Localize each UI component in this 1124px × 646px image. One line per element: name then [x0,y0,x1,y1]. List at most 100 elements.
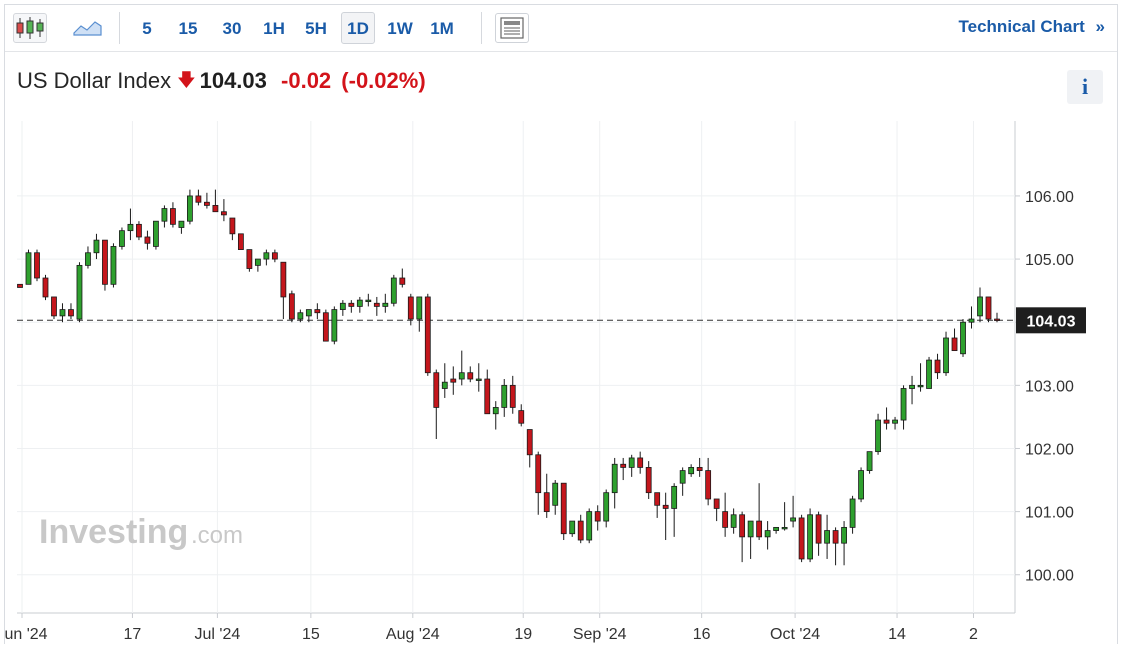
candle-body [271,252,278,260]
info-button[interactable]: i [1067,70,1103,104]
interval-1w[interactable]: 1W [387,19,413,38]
candle-body [492,407,499,415]
candle-body [220,211,227,216]
candle-body [739,514,746,538]
candle-body [577,520,584,541]
candle-body [127,223,134,232]
x-tick-label: 19 [514,626,532,643]
candle-body [136,223,142,238]
candle-body [509,384,516,408]
candle-body [187,195,193,222]
candle-body [501,384,508,408]
candle-body [798,517,805,560]
x-tick-label: Aug '24 [386,626,440,643]
candle-body [399,277,406,285]
candle-body [339,302,346,310]
candle-body [458,372,465,380]
candle-body [110,246,117,285]
candle-body [594,511,601,522]
candle-body [263,252,270,260]
interval-1h[interactable]: 1H [263,19,285,38]
candle-body [985,296,992,320]
x-tick-label: 16 [693,626,711,643]
candle-body [688,467,695,475]
chart-widget: 5 15 30 1H 5H 1D 1W 1M Technical Chart » US Dol… [4,4,1118,644]
y-tick-label: 102.00 [1025,441,1074,458]
candle-body [883,419,890,424]
candle-body [407,296,414,320]
candle-body [288,293,295,320]
candle-body [900,388,907,421]
current-price-tag [1016,307,1086,334]
candle-body [450,378,457,383]
candle-body [433,372,440,408]
x-tick-label: 17 [124,626,142,643]
candle-body [645,467,652,494]
candle-body [314,309,321,314]
candle-body [348,302,355,307]
candle-body [654,492,661,506]
price-chart: 106.00105.00104.00103.00102.00101.00100.… [5,121,1086,643]
down-arrow-icon: 🡇 [177,70,196,90]
candle-body [994,318,1000,321]
candle-body [951,337,958,352]
candle-body [807,514,813,560]
candlestick-icon[interactable] [13,13,47,43]
x-tick-label: 15 [302,626,320,643]
interval-30[interactable]: 30 [222,19,242,38]
candle-body [586,511,593,541]
instrument-name: US Dollar Index [17,68,172,93]
candle-body [747,520,754,538]
candle-body [637,457,644,468]
y-tick-label: 101.00 [1025,505,1074,522]
candle-body [305,309,312,317]
candle-body [926,359,932,389]
candle-body [671,485,678,509]
technical-chart-link[interactable]: Technical Chart » [959,17,1105,37]
interval-1m[interactable]: 1M [430,19,454,38]
candle-body [977,296,983,317]
candle-body [76,264,83,320]
interval-5h[interactable]: 5H [305,19,327,38]
candle-body [17,283,23,288]
last-price: 104.03 [199,68,267,93]
area-chart-icon[interactable] [71,13,105,43]
x-tick-label: 14 [888,626,906,643]
candle-body [841,526,847,544]
candle-body [858,470,864,500]
candle-body [51,296,57,317]
candle-body [943,337,949,374]
candle-body [535,454,542,494]
candle-body [773,526,780,531]
candle-body [815,514,822,544]
y-tick-label: 103.00 [1025,378,1074,395]
candle-body [178,220,185,228]
x-tick-label: Sep '24 [573,626,627,643]
interval-15[interactable]: 15 [178,19,198,38]
candle-body [781,526,788,530]
candle-body [246,249,253,269]
candle-body [934,359,941,374]
interval-1d[interactable]: 1D [341,12,375,44]
candle-body [144,236,151,244]
chart-toolbar: 5 15 30 1H 5H 1D 1W 1M Technical Chart » [5,5,1117,52]
candle-body [696,467,703,471]
candle-body [662,504,669,509]
candle-body [93,239,100,254]
technical-chart-label[interactable]: Technical Chart [958,17,1085,36]
candle-body [705,470,712,500]
interval-5[interactable]: 5 [142,19,152,38]
candle-body [722,511,729,528]
candle-body [85,252,91,266]
candle-body [832,530,839,544]
candle-body [824,530,830,544]
candle-body [204,201,210,206]
candle-body [526,429,533,456]
candle-body [322,312,329,342]
candle-body [849,498,856,528]
x-tick-label: Oct '24 [770,626,820,643]
candle-body [756,520,763,538]
news-layout-icon[interactable] [495,13,529,43]
candle-body [331,309,338,342]
candle-body [212,205,219,213]
